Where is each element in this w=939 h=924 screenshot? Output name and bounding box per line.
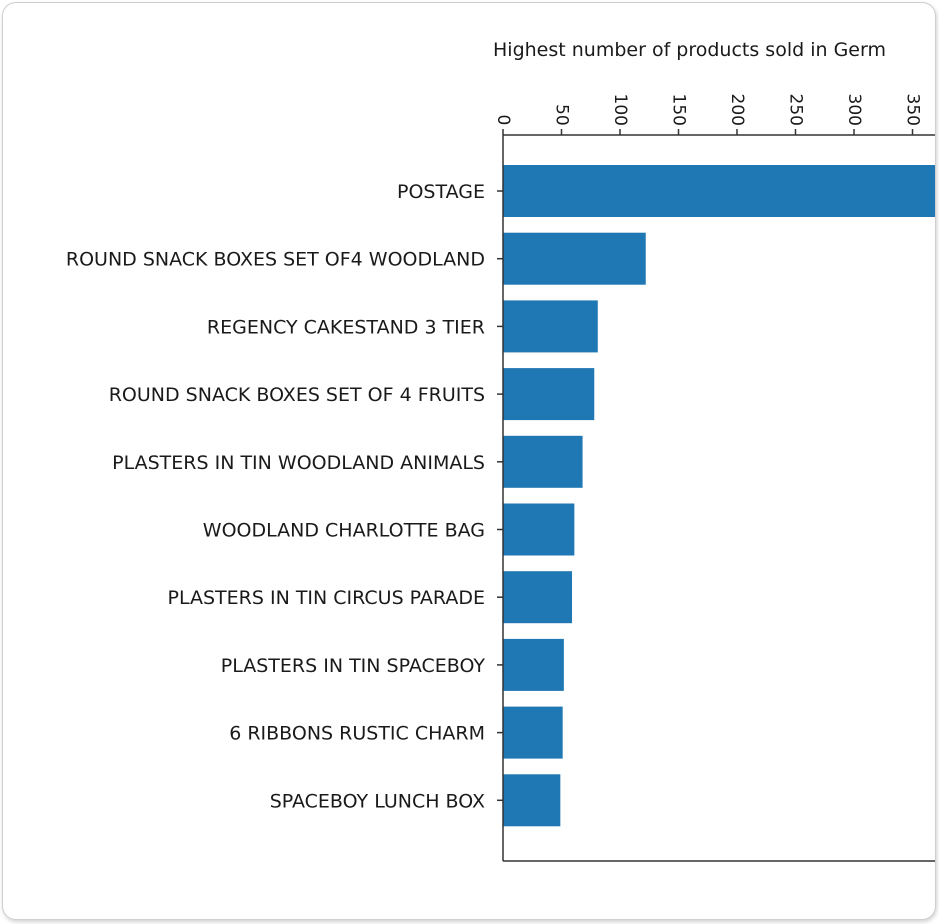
y-tick-label: ROUND SNACK BOXES SET OF4 WOODLAND	[66, 249, 485, 271]
y-tick-label: SPACEBOY LUNCH BOX	[270, 790, 485, 812]
bar	[503, 638, 564, 691]
x-tick-label: 350	[903, 94, 923, 126]
y-tick-label: POSTAGE	[397, 181, 485, 203]
x-tick-label: 300	[844, 94, 864, 126]
bar	[503, 232, 646, 285]
x-tick-label: 50	[552, 104, 572, 126]
bar	[503, 571, 573, 624]
y-tick-label: PLASTERS IN TIN WOODLAND ANIMALS	[112, 452, 485, 474]
bar	[503, 706, 563, 759]
y-tick-label: WOODLAND CHARLOTTE BAG	[203, 520, 485, 542]
bar	[503, 165, 935, 217]
bar	[503, 774, 561, 827]
y-axis-labels: POSTAGE ROUND SNACK BOXES SET OF4 WOODLAN…	[66, 181, 503, 812]
bar	[503, 435, 583, 488]
x-axis-ticks: 0 50 100 150 200 250 300 350	[493, 94, 923, 135]
bar	[503, 503, 575, 556]
bars	[503, 165, 935, 827]
x-tick-label: 100	[610, 94, 630, 126]
x-tick-label: 150	[669, 94, 689, 126]
chart-title: Highest number of products sold in Germ	[493, 39, 886, 61]
x-tick-label: 200	[727, 94, 747, 126]
y-tick-label: 6 RIBBONS RUSTIC CHARM	[229, 723, 485, 745]
x-tick-label: 0	[493, 115, 513, 126]
y-tick-label: ROUND SNACK BOXES SET OF 4 FRUITS	[109, 384, 485, 406]
x-tick-label: 250	[786, 94, 806, 126]
y-tick-label: REGENCY CAKESTAND 3 TIER	[207, 316, 485, 338]
y-tick-label: PLASTERS IN TIN SPACEBOY	[221, 655, 486, 677]
y-tick-label: PLASTERS IN TIN CIRCUS PARADE	[168, 587, 485, 609]
bar	[503, 300, 598, 353]
bar	[503, 368, 595, 421]
bar-chart: Highest number of products sold in Germ …	[66, 39, 935, 862]
